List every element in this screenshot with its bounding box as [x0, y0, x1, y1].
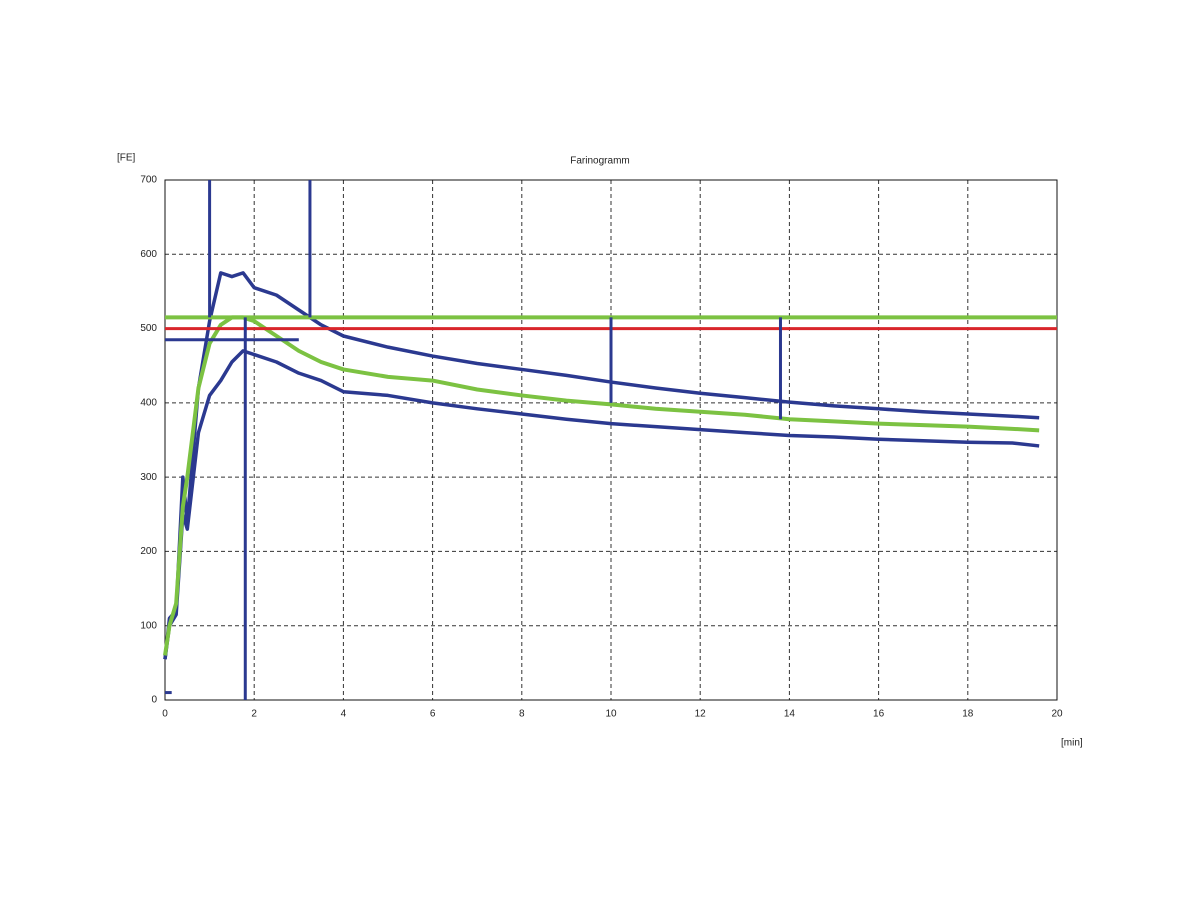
chart-title: Farinogramm: [570, 156, 629, 167]
x-tick-label: 8: [519, 709, 525, 720]
x-tick-label: 4: [341, 709, 347, 720]
y-tick-label: 100: [140, 620, 157, 631]
plot-frame: [164, 179, 1058, 701]
x-tick-label: 12: [695, 709, 707, 720]
y-tick-label: 0: [151, 695, 157, 706]
y-axis-label: [FE]: [117, 153, 136, 164]
y-tick-label: 700: [140, 175, 157, 186]
y-tick-label: 300: [140, 472, 157, 483]
x-tick-label: 6: [430, 709, 436, 720]
x-tick-label: 20: [1051, 709, 1063, 720]
series-line: [163, 349, 1040, 660]
x-axis-label: [min]: [1061, 738, 1083, 749]
x-tick-label: 10: [605, 709, 617, 720]
y-tick-label: 600: [140, 249, 157, 260]
y-tick-label: 500: [140, 323, 157, 334]
y-tick-label: 400: [140, 397, 157, 408]
x-tick-label: 16: [873, 709, 885, 720]
x-tick-label: 14: [784, 709, 796, 720]
y-tick-label: 200: [140, 546, 157, 557]
x-tick-label: 18: [962, 709, 974, 720]
x-tick-label: 0: [162, 709, 168, 720]
series-line: [163, 315, 1040, 656]
x-tick-label: 2: [251, 709, 257, 720]
series-line: [163, 271, 1040, 660]
